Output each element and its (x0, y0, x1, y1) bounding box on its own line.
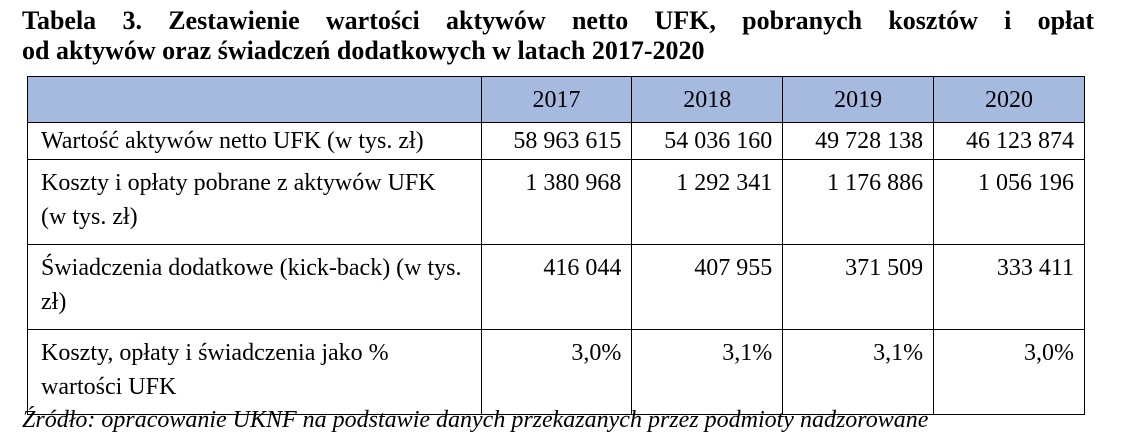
table-caption-line-2: od aktywów oraz świadczeń dodatkowych w … (22, 36, 705, 65)
source-note: Źródło: opracowanie UKNF na podstawie da… (22, 407, 929, 433)
row-label: Świadczenia dodatkowe (kick-back) (w tys… (27, 244, 482, 330)
table-cell: 54 036 160 (631, 122, 784, 160)
header-year-2020: 2020 (933, 76, 1085, 123)
table-cell: 1 056 196 (933, 159, 1085, 245)
table-cell: 416 044 (480, 244, 633, 330)
header-year-2019: 2019 (782, 76, 935, 123)
header-year-2018: 2018 (631, 76, 784, 123)
header-row: 2017 2018 2019 2020 (27, 76, 1085, 123)
table-cell: 46 123 874 (933, 122, 1085, 160)
table-row: Koszty, opłaty i świadczenia jako % wart… (27, 329, 1085, 415)
table-caption: Tabela 3. Zestawienie wartości aktywów n… (22, 6, 1094, 66)
table-cell: 3,1% (782, 329, 935, 415)
table-body: Wartość aktywów netto UFK (w tys. zł) 58… (27, 122, 1085, 415)
row-label: Koszty i opłaty pobrane z aktywów UFK (w… (27, 159, 482, 245)
table-cell: 1 292 341 (631, 159, 784, 245)
header-year-2017: 2017 (480, 76, 633, 123)
table-cell: 371 509 (782, 244, 935, 330)
table-cell: 49 728 138 (782, 122, 935, 160)
data-table: 2017 2018 2019 2020 Wartość aktywów nett… (27, 76, 1085, 415)
table-row: Wartość aktywów netto UFK (w tys. zł) 58… (27, 122, 1085, 160)
table-cell: 1 176 886 (782, 159, 935, 245)
table-cell: 3,0% (480, 329, 633, 415)
table-cell: 3,1% (631, 329, 784, 415)
table-row: Koszty i opłaty pobrane z aktywów UFK (w… (27, 159, 1085, 245)
table-cell: 58 963 615 (480, 122, 633, 160)
header-corner-cell (27, 76, 482, 123)
table-row: Świadczenia dodatkowe (kick-back) (w tys… (27, 244, 1085, 330)
row-label: Koszty, opłaty i świadczenia jako % wart… (27, 329, 482, 415)
table-cell: 407 955 (631, 244, 784, 330)
table-caption-line-1: Tabela 3. Zestawienie wartości aktywów n… (22, 6, 1094, 35)
table-header: 2017 2018 2019 2020 (27, 76, 1085, 123)
row-label: Wartość aktywów netto UFK (w tys. zł) (27, 122, 482, 160)
table-cell: 1 380 968 (480, 159, 633, 245)
table-cell: 3,0% (933, 329, 1085, 415)
table-cell: 333 411 (933, 244, 1085, 330)
